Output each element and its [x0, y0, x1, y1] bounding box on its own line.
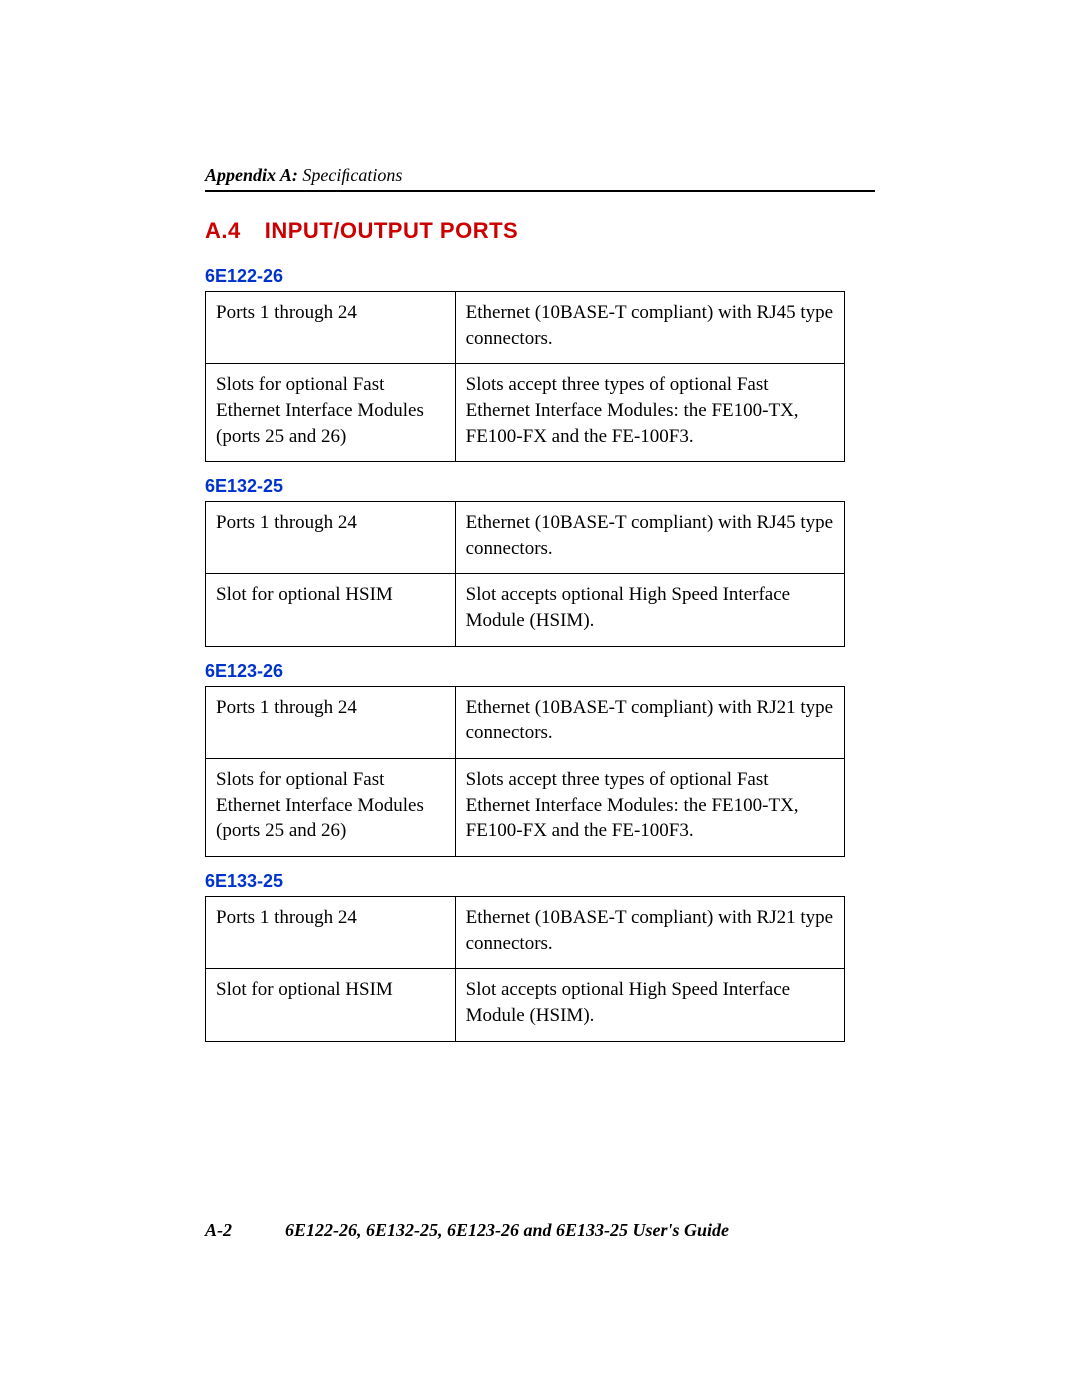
spec-table: Ports 1 through 24 Ethernet (10BASE-T co… [205, 686, 845, 857]
table-cell: Slot for optional HSIM [206, 969, 456, 1041]
table-cell: Ethernet (10BASE-T compliant) with RJ45 … [455, 292, 844, 364]
page-footer: A-26E122-26, 6E132-25, 6E123-26 and 6E13… [205, 1220, 875, 1241]
section-title: INPUT/OUTPUT PORTS [265, 218, 518, 243]
running-header: Appendix A: Speciﬁcations [205, 165, 875, 190]
running-header-bold: Appendix A: [205, 165, 302, 185]
subheading: 6E123-26 [205, 661, 875, 682]
table-cell: Ports 1 through 24 [206, 896, 456, 968]
table-row: Ports 1 through 24 Ethernet (10BASE-T co… [206, 292, 845, 364]
table-cell: Ports 1 through 24 [206, 292, 456, 364]
table-cell: Ports 1 through 24 [206, 686, 456, 758]
table-cell: Slots for optional Fast Ethernet Interfa… [206, 364, 456, 462]
table-cell: Slot for optional HSIM [206, 574, 456, 646]
table-cell: Ethernet (10BASE-T compliant) with RJ45 … [455, 502, 844, 574]
table-row: Ports 1 through 24 Ethernet (10BASE-T co… [206, 896, 845, 968]
header-rule [205, 190, 875, 192]
table-row: Slots for optional Fast Ethernet Interfa… [206, 759, 845, 857]
section-heading: A.4 INPUT/OUTPUT PORTS [205, 218, 875, 244]
subheading: 6E133-25 [205, 871, 875, 892]
table-cell: Ethernet (10BASE-T compliant) with RJ21 … [455, 896, 844, 968]
table-cell: Slot accepts optional High Speed Interfa… [455, 969, 844, 1041]
table-cell: Slots accept three types of optional Fas… [455, 364, 844, 462]
table-row: Slots for optional Fast Ethernet Interfa… [206, 364, 845, 462]
footer-title: 6E122-26, 6E132-25, 6E123-26 and 6E133-2… [285, 1220, 729, 1240]
table-row: Ports 1 through 24 Ethernet (10BASE-T co… [206, 686, 845, 758]
table-row: Slot for optional HSIM Slot accepts opti… [206, 574, 845, 646]
subheading: 6E132-25 [205, 476, 875, 497]
table-cell: Slots for optional Fast Ethernet Interfa… [206, 759, 456, 857]
section-number: A.4 [205, 218, 241, 244]
spec-table: Ports 1 through 24 Ethernet (10BASE-T co… [205, 291, 845, 462]
table-cell: Ports 1 through 24 [206, 502, 456, 574]
spec-table: Ports 1 through 24 Ethernet (10BASE-T co… [205, 896, 845, 1042]
subheading: 6E122-26 [205, 266, 875, 287]
spec-table: Ports 1 through 24 Ethernet (10BASE-T co… [205, 501, 845, 647]
table-cell: Ethernet (10BASE-T compliant) with RJ21 … [455, 686, 844, 758]
running-header-normal: Speciﬁcations [302, 165, 402, 185]
page-number: A-2 [205, 1220, 285, 1241]
table-cell: Slot accepts optional High Speed Interfa… [455, 574, 844, 646]
table-cell: Slots accept three types of optional Fas… [455, 759, 844, 857]
page-body: Appendix A: Speciﬁcations A.4 INPUT/OUTPU… [205, 165, 875, 1056]
table-row: Ports 1 through 24 Ethernet (10BASE-T co… [206, 502, 845, 574]
table-row: Slot for optional HSIM Slot accepts opti… [206, 969, 845, 1041]
